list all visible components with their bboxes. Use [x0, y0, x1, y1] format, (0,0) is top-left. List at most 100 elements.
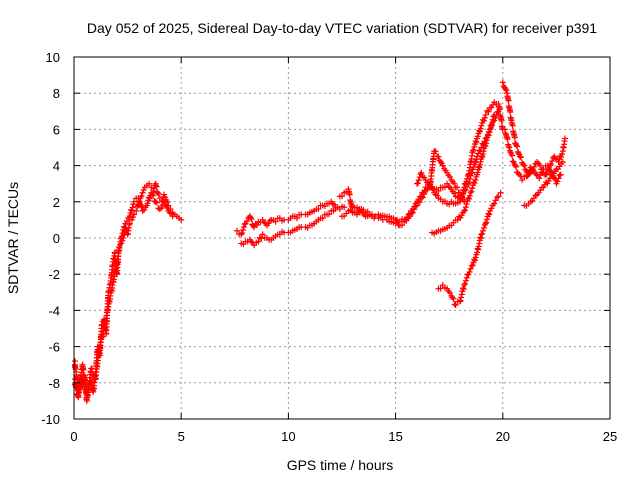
data-point: [456, 298, 463, 305]
data-point: [446, 289, 453, 296]
series-arc-9: [429, 111, 498, 237]
data-point: [549, 158, 556, 165]
data-point: [466, 195, 473, 202]
data-points: [72, 79, 568, 404]
data-point: [477, 125, 484, 132]
y-tick-label: -10: [41, 412, 60, 427]
data-point: [516, 153, 523, 160]
data-point: [364, 208, 371, 215]
data-point: [476, 128, 483, 135]
series-arc-12: [521, 158, 566, 209]
data-point: [248, 216, 255, 223]
data-point: [451, 301, 458, 308]
data-point: [233, 227, 240, 234]
data-point: [456, 189, 463, 196]
data-point: [153, 183, 160, 190]
data-point: [462, 207, 469, 214]
data-point: [461, 282, 468, 289]
data-point: [509, 152, 516, 159]
data-point: [488, 123, 495, 130]
data-point: [169, 213, 176, 220]
data-point: [446, 173, 453, 180]
data-point: [148, 184, 155, 191]
data-point: [119, 230, 126, 237]
series-arc-4: [238, 206, 339, 249]
data-point: [473, 139, 480, 146]
data-point: [272, 218, 279, 225]
data-point: [474, 153, 481, 160]
data-point: [525, 169, 532, 176]
data-point: [463, 201, 470, 208]
data-point: [131, 198, 138, 205]
data-point: [556, 172, 563, 179]
x-tick-label: 25: [603, 429, 617, 444]
data-point: [544, 180, 551, 187]
data-point: [80, 366, 87, 373]
data-point: [489, 116, 496, 123]
data-point: [483, 140, 490, 147]
chart-title: Day 052 of 2025, Sidereal Day-to-day VTE…: [87, 20, 597, 36]
data-point: [492, 197, 499, 204]
data-point: [243, 218, 250, 225]
data-point: [466, 268, 473, 275]
data-point: [164, 204, 171, 211]
data-point: [521, 162, 528, 169]
data-point: [518, 154, 525, 161]
data-point: [121, 224, 128, 231]
axis-ticks: 0 5 10 15 20 25 -10 -8 -6 -4 -2 0 2 4 6 8 10: [41, 50, 617, 444]
data-point: [394, 217, 401, 224]
data-point: [129, 214, 136, 221]
data-point: [536, 175, 543, 182]
data-point: [471, 257, 478, 264]
data-point: [468, 188, 475, 195]
data-point: [239, 230, 246, 237]
data-point: [463, 274, 470, 281]
data-point: [419, 194, 426, 201]
data-point: [468, 262, 475, 269]
data-point: [451, 180, 458, 187]
y-tick-label: 8: [53, 86, 60, 101]
data-point: [470, 164, 477, 171]
data-point: [515, 150, 522, 157]
data-point: [543, 170, 550, 177]
data-point: [240, 224, 247, 231]
data-point: [481, 114, 488, 121]
data-point: [435, 187, 442, 194]
data-point: [550, 170, 557, 177]
y-tick-label: -6: [48, 340, 60, 355]
data-point: [255, 238, 262, 245]
data-point: [121, 223, 128, 230]
data-point: [478, 122, 485, 129]
data-point: [491, 200, 498, 207]
data-point: [558, 151, 565, 158]
y-axis-label: SDTVAR / TECUs: [5, 182, 21, 294]
data-point: [470, 146, 477, 153]
data-point: [502, 85, 509, 92]
data-point: [471, 143, 478, 150]
data-point: [138, 193, 145, 200]
data-point: [483, 137, 490, 144]
data-point: [497, 189, 504, 196]
data-point: [439, 162, 446, 169]
data-point: [495, 193, 502, 200]
data-point: [238, 231, 245, 238]
x-tick-label: 0: [70, 429, 77, 444]
data-point: [513, 142, 520, 149]
data-point: [480, 148, 487, 155]
data-point: [458, 291, 465, 298]
data-point: [544, 162, 551, 169]
data-point: [259, 231, 266, 238]
series-arc-7: [414, 148, 468, 205]
data-point: [557, 171, 564, 178]
series-arc-8: [435, 189, 504, 308]
data-point: [462, 280, 469, 287]
data-point: [161, 198, 168, 205]
data-point: [461, 207, 468, 214]
data-point: [466, 175, 473, 182]
data-point: [458, 212, 465, 219]
data-point: [459, 285, 466, 292]
data-point: [462, 204, 469, 211]
